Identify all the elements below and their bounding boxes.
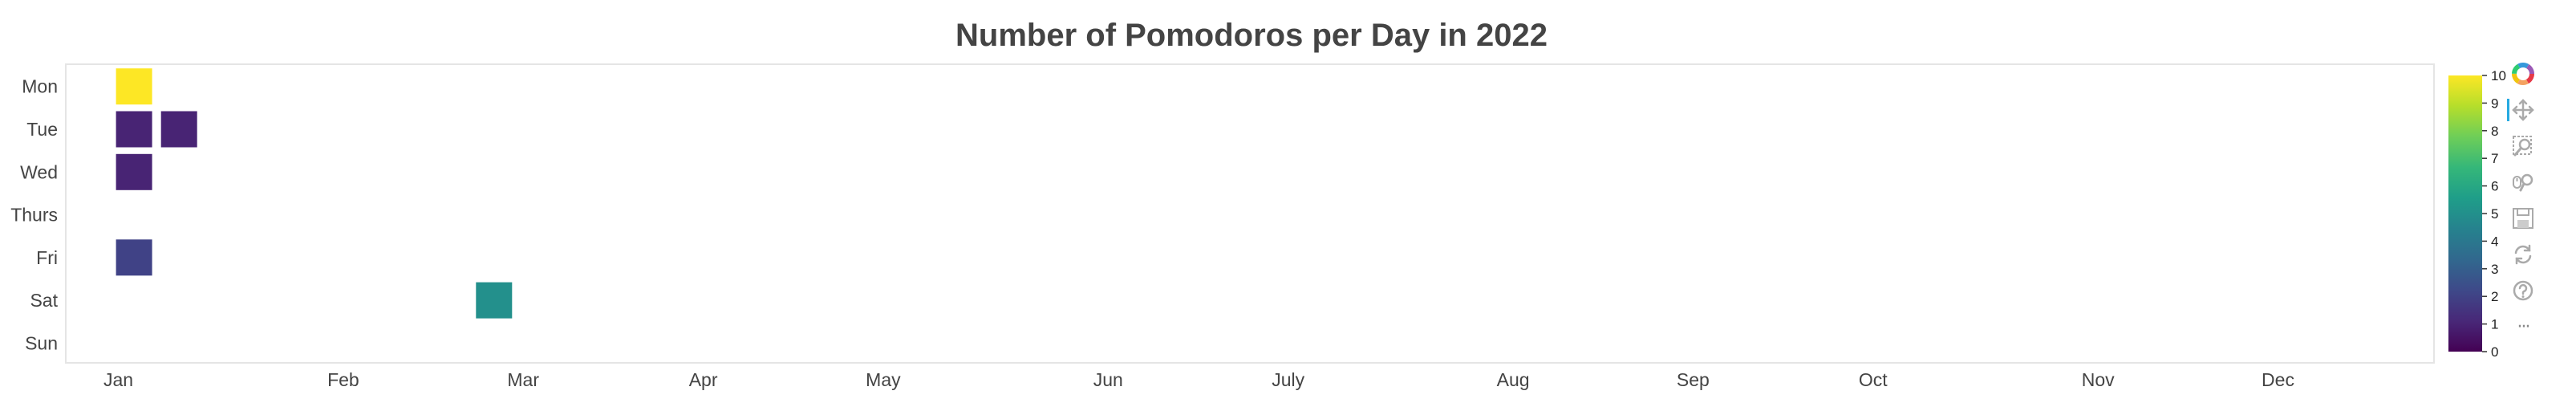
- month-tick-label: Dec: [2262, 369, 2294, 390]
- heatmap-cell: [160, 111, 197, 148]
- colorbar-tick-label: 8: [2491, 124, 2498, 139]
- weekday-tick-label: Fri: [36, 247, 58, 268]
- heatmap-cell: [116, 111, 152, 148]
- colorbar-gradient: [2448, 75, 2482, 352]
- month-tick-label: May: [866, 369, 901, 390]
- wheel-zoom-icon: [2513, 173, 2533, 192]
- box-zoom-tool[interactable]: [2507, 130, 2539, 162]
- month-axis: Jan Feb Mar Apr May Jun July Aug Sep Oct Nov Dec: [103, 369, 2294, 390]
- weekday-tick-label: Tue: [26, 119, 58, 140]
- save-icon: [2513, 208, 2533, 229]
- help-tool[interactable]: [2507, 275, 2539, 307]
- weekday-tick-label: Wed: [20, 161, 58, 182]
- help-icon: [2513, 280, 2533, 301]
- month-tick-label: Apr: [689, 369, 718, 390]
- colorbar-tick-label: 3: [2491, 262, 2498, 277]
- month-tick-label: Feb: [327, 369, 359, 390]
- weekday-tick-label: Thurs: [10, 205, 58, 226]
- colorbar-ticks: 0 1 2 3 4 5 6 7 8 9 10: [2482, 68, 2506, 360]
- more-icon: ···: [2517, 316, 2531, 337]
- colorbar-tick-label: 0: [2491, 344, 2498, 360]
- month-tick-label: Sep: [1677, 369, 1710, 390]
- colorbar-tick-label: 10: [2491, 68, 2506, 83]
- more-tools-button[interactable]: ···: [2507, 311, 2539, 343]
- month-tick-label: Aug: [1497, 369, 1530, 390]
- month-tick-label: Jan: [103, 369, 133, 390]
- weekday-tick-label: Sun: [25, 332, 58, 353]
- colorbar-tick-label: 1: [2491, 317, 2498, 332]
- pan-icon: [2512, 99, 2534, 121]
- month-tick-label: Nov: [2082, 369, 2115, 390]
- month-tick-label: July: [1272, 369, 1304, 390]
- weekday-tick-label: Mon: [22, 76, 58, 97]
- chart-title: Number of Pomodoros per Day in 2022: [955, 18, 1548, 53]
- month-tick-label: Jun: [1093, 369, 1123, 390]
- heatmap-cell: [116, 153, 152, 190]
- colorbar: 0 1 2 3 4 5 6 7 8 9 10: [2448, 68, 2506, 360]
- pan-tool[interactable]: [2507, 94, 2539, 126]
- colorbar-tick-label: 6: [2491, 179, 2498, 194]
- heatmap-cell: [116, 68, 152, 105]
- colorbar-tick-label: 2: [2491, 289, 2498, 304]
- plot-frame: [65, 63, 2435, 364]
- wheel-zoom-tool[interactable]: [2507, 166, 2539, 198]
- heatmap-cell: [476, 282, 513, 319]
- weekday-axis: Mon Tue Wed Thurs Fri Sat Sun: [10, 76, 58, 354]
- month-tick-label: Mar: [507, 369, 539, 390]
- colorbar-tick-label: 7: [2491, 151, 2498, 166]
- month-tick-label: Oct: [1859, 369, 1888, 390]
- reset-icon: [2514, 244, 2532, 265]
- colorbar-tick-label: 5: [2491, 206, 2498, 222]
- colorbar-tick-label: 4: [2491, 234, 2498, 249]
- save-tool[interactable]: [2507, 202, 2539, 234]
- weekday-tick-label: Sat: [30, 290, 58, 311]
- reset-tool[interactable]: [2507, 238, 2539, 271]
- heatmap-cell: [116, 239, 152, 276]
- heatmap-cells: [116, 68, 513, 319]
- box-zoom-icon: [2513, 136, 2532, 157]
- bokeh-logo[interactable]: [2507, 58, 2539, 90]
- colorbar-tick-label: 9: [2491, 96, 2498, 111]
- bokeh-logo-icon: [2512, 63, 2534, 85]
- toolbar: ···: [2507, 58, 2539, 347]
